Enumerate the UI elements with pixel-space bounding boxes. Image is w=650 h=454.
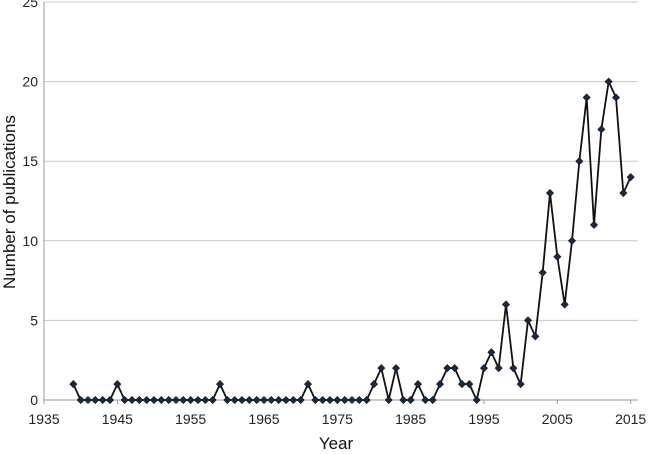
- data-point: [223, 395, 232, 405]
- data-point: [399, 395, 408, 405]
- x-tick-label: 1955: [175, 411, 206, 427]
- data-point: [69, 380, 78, 389]
- data-point: [501, 300, 511, 309]
- data-point: [523, 316, 533, 325]
- data-point: [142, 395, 151, 405]
- data-point: [597, 125, 606, 134]
- data-point: [157, 395, 166, 405]
- gridlines: [44, 1, 638, 321]
- data-point: [135, 395, 144, 405]
- data-point: [325, 395, 335, 405]
- data-point: [274, 395, 283, 405]
- data-point: [589, 220, 599, 229]
- data-point: [120, 395, 129, 405]
- data-point: [208, 395, 217, 405]
- x-tick-label: 2015: [615, 411, 646, 427]
- data-markers: [69, 77, 635, 405]
- data-point: [582, 93, 591, 102]
- data-point: [472, 395, 481, 405]
- x-tick-label: 1995: [468, 411, 499, 427]
- data-point: [230, 395, 239, 405]
- data-point: [443, 364, 452, 373]
- data-point: [127, 395, 137, 405]
- y-tick-label: 20: [22, 74, 38, 90]
- data-point: [98, 395, 107, 405]
- data-point: [479, 364, 489, 373]
- data-point: [611, 93, 621, 102]
- data-point: [545, 189, 555, 198]
- data-point: [435, 380, 445, 389]
- data-point: [384, 395, 393, 405]
- data-point: [186, 395, 195, 405]
- data-point: [296, 395, 305, 405]
- data-point: [252, 395, 261, 405]
- data-point: [311, 395, 320, 405]
- data-point: [281, 395, 291, 405]
- y-tick-label: 15: [22, 153, 38, 169]
- data-point: [626, 173, 635, 182]
- data-point: [91, 395, 100, 405]
- data-point: [494, 364, 503, 373]
- data-point: [516, 380, 525, 389]
- data-point: [406, 395, 415, 405]
- data-point: [421, 395, 430, 405]
- data-point: [362, 395, 371, 405]
- data-point: [76, 395, 85, 405]
- data-point: [149, 395, 159, 405]
- data-point: [369, 380, 379, 389]
- data-point: [428, 395, 437, 405]
- data-point: [215, 380, 225, 389]
- data-point: [303, 380, 313, 389]
- data-point: [113, 380, 122, 389]
- y-tick-label: 5: [30, 312, 38, 328]
- data-point: [245, 395, 254, 405]
- x-axis-title: Year: [319, 434, 354, 453]
- x-tick-labels: 1935 1945 1955 1965 1975 1985 1995 2005 2015: [28, 411, 646, 427]
- x-tick-label: 1975: [322, 411, 353, 427]
- x-tick-label: 1965: [248, 411, 279, 427]
- data-point: [575, 157, 584, 166]
- data-point: [193, 395, 203, 405]
- data-point: [560, 300, 569, 309]
- data-point: [267, 395, 276, 405]
- data-point: [509, 364, 518, 373]
- data-point: [347, 395, 357, 405]
- data-point: [619, 189, 628, 198]
- y-tick-labels: 0 5 10 15 20 25: [22, 0, 38, 408]
- x-tick-label: 1985: [395, 411, 426, 427]
- x-tick-label: 1935: [28, 411, 59, 427]
- data-point: [413, 380, 423, 389]
- data-point: [237, 395, 247, 405]
- data-point: [289, 395, 298, 405]
- y-tick-label: 25: [22, 0, 38, 10]
- data-point: [333, 395, 342, 405]
- data-point: [318, 395, 327, 405]
- y-axis-title: Number of publications: [0, 115, 19, 289]
- data-point: [538, 268, 547, 277]
- data-point: [340, 395, 349, 405]
- data-point: [465, 380, 474, 389]
- y-tick-label: 10: [22, 233, 38, 249]
- data-point: [487, 348, 496, 357]
- data-point: [355, 395, 364, 405]
- data-point: [531, 332, 540, 341]
- data-point: [457, 380, 467, 389]
- data-point: [604, 77, 613, 86]
- data-point: [179, 395, 188, 405]
- data-point: [567, 236, 577, 245]
- y-tick-label: 0: [30, 392, 38, 408]
- data-point: [377, 364, 386, 373]
- data-point: [171, 395, 181, 405]
- data-point: [391, 364, 401, 373]
- data-point: [450, 364, 459, 373]
- data-point: [83, 395, 93, 405]
- data-point: [164, 395, 173, 405]
- x-tick-label: 1945: [102, 411, 133, 427]
- x-tick-label: 2005: [542, 411, 573, 427]
- data-point: [259, 395, 269, 405]
- data-point: [553, 252, 562, 261]
- data-point: [201, 395, 210, 405]
- data-point: [105, 395, 115, 405]
